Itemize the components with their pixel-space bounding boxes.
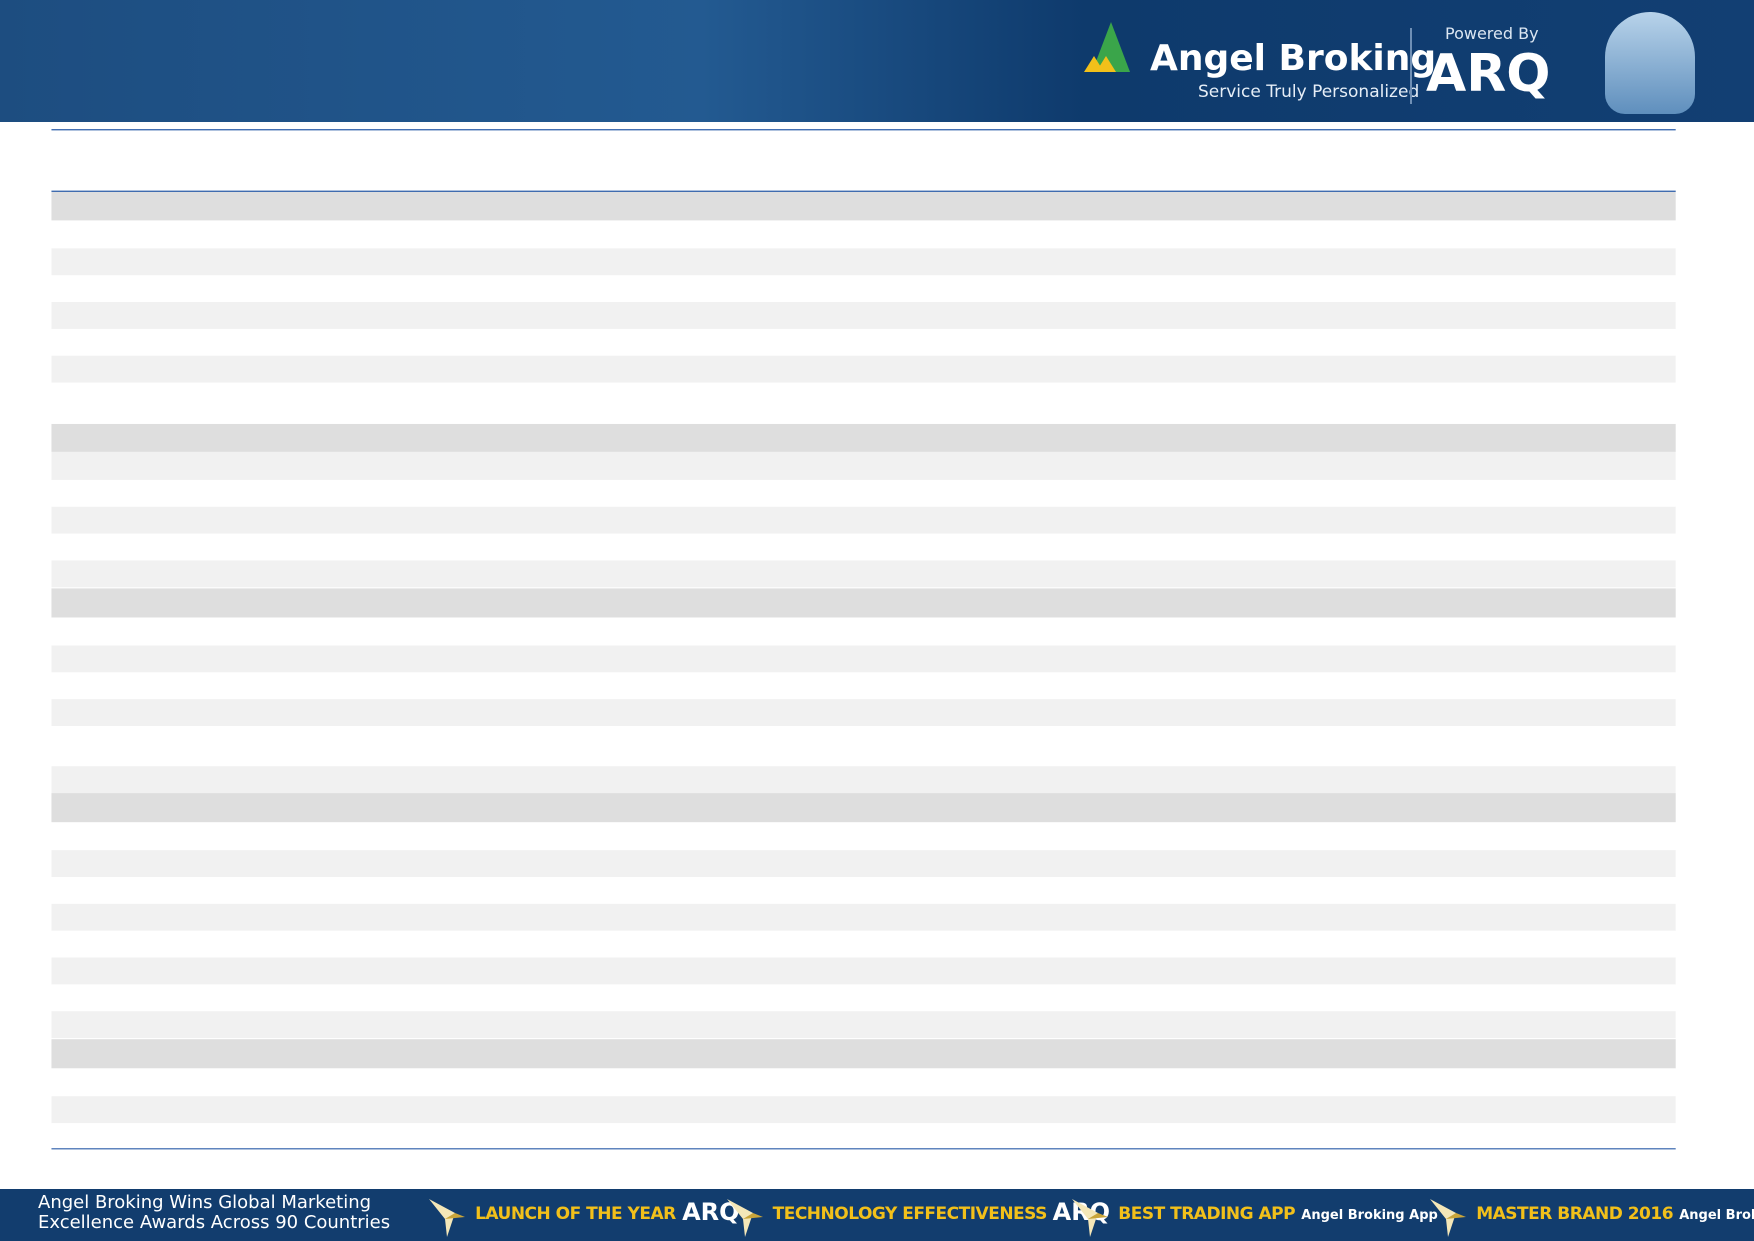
table-row [51, 560, 1676, 588]
table-row [51, 451, 1676, 480]
award-title: BEST TRADING APP [1118, 1204, 1296, 1224]
table-row [51, 1011, 1676, 1039]
award-brand: Angel Broking [1679, 1208, 1754, 1223]
table-row [51, 1039, 1676, 1069]
table-row [51, 645, 1676, 673]
logo-icon [1084, 22, 1130, 72]
footer: Angel Broking Wins Global Marketing Exce… [0, 1189, 1754, 1241]
table-row [51, 191, 1676, 221]
footer-headline: Angel Broking Wins Global Marketing Exce… [38, 1193, 390, 1233]
table-row [51, 850, 1676, 877]
table-row [51, 506, 1676, 534]
table-row [51, 957, 1676, 985]
table-row [51, 793, 1676, 823]
headline-line: Angel Broking Wins Global Marketing [38, 1192, 372, 1213]
award-title: MASTER BRAND 2016 [1476, 1204, 1674, 1224]
award-title: TECHNOLOGY EFFECTIVENESS [772, 1204, 1048, 1224]
award-title: LAUNCH OF THE YEAR [475, 1204, 676, 1224]
tagline: Service Truly Personalized [1198, 82, 1420, 102]
table-row [51, 903, 1676, 931]
award-icon [1430, 1199, 1467, 1237]
head-image [1605, 12, 1695, 114]
brand: Angel Broking [1150, 38, 1437, 79]
product: ARQ [1426, 44, 1551, 104]
headline-line: Excellence Awards Across 90 Countries [38, 1212, 391, 1233]
table-row [51, 766, 1676, 794]
table-row [51, 588, 1676, 618]
award-icon [726, 1199, 763, 1237]
table-row [51, 699, 1676, 726]
table-row [51, 355, 1676, 383]
award-brand: Angel Broking App [1301, 1208, 1438, 1223]
divider [1410, 28, 1412, 104]
powered-by: Powered By [1445, 24, 1539, 43]
table-row [51, 1096, 1676, 1124]
award-brand: ARQ [1052, 1198, 1111, 1226]
award-icon [429, 1199, 466, 1237]
table-row [51, 423, 1676, 452]
table-row [51, 248, 1676, 276]
header: Angel Broking Service Truly Personalized… [0, 0, 1754, 122]
award-icon [1072, 1199, 1109, 1237]
table-row [51, 302, 1676, 329]
table [51, 129, 1676, 1150]
